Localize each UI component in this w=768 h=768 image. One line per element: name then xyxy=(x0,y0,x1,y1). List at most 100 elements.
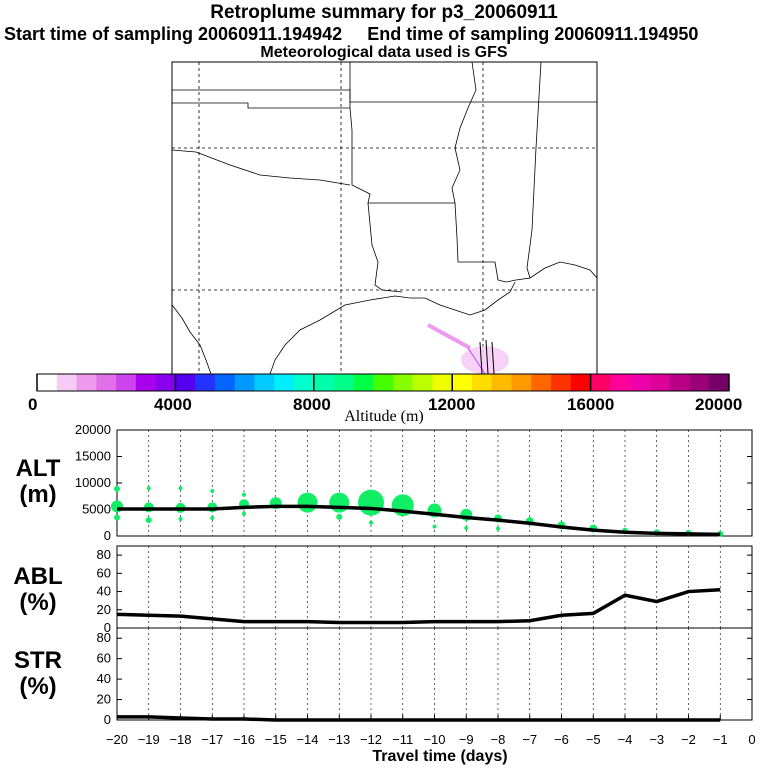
abl-line xyxy=(116,587,721,625)
altitude-bubble xyxy=(329,492,350,513)
x-tick-label: −1 xyxy=(713,732,728,747)
colorbar-swatch xyxy=(96,374,117,391)
colorbar-swatch xyxy=(175,374,196,391)
colorbar-swatch xyxy=(392,374,414,391)
altitude-bubble xyxy=(242,511,246,516)
colorbar-swatch xyxy=(511,374,532,391)
x-tick-label: −8 xyxy=(491,732,506,747)
sampling-time-line: Start time of sampling 20060911.194942 E… xyxy=(4,24,699,44)
altitude-bubble xyxy=(114,514,120,521)
timeseries-panels: 05000100001500020000020406080020406080−2… xyxy=(75,422,756,747)
altitude-bubble xyxy=(432,524,437,529)
colorbar-swatch xyxy=(531,374,552,391)
panel-label-alt-name: ALT xyxy=(15,455,61,482)
x-tick-label: −17 xyxy=(201,732,223,747)
altitude-bubble xyxy=(210,488,215,493)
x-tick-label: −3 xyxy=(649,732,664,747)
str-line xyxy=(117,715,721,722)
colorbar-swatch xyxy=(135,374,157,391)
colorbar-swatch xyxy=(630,374,651,391)
colorbar-swatch xyxy=(234,374,255,391)
colorbar-tick-16000: 16000 xyxy=(567,395,615,414)
met-data-line: Meteorological data used is GFS xyxy=(260,44,508,61)
colorbar-swatch xyxy=(491,374,513,391)
altitude-bubble xyxy=(146,486,151,491)
altitude-bubble xyxy=(496,526,500,531)
y-tick-label: 20000 xyxy=(75,422,111,437)
colorbar-tick-8000: 8000 xyxy=(293,395,331,414)
colorbar-swatch xyxy=(76,374,97,391)
median-altitude-line xyxy=(117,504,721,537)
colorbar-swatch xyxy=(412,374,433,391)
y-tick-label: 0 xyxy=(104,712,111,727)
y-tick-label: 15000 xyxy=(75,449,111,464)
altitude-bubble xyxy=(145,517,152,524)
colorbar-title: Altitude (m) xyxy=(344,408,424,425)
panel-alt: 0 5000 10000 15000 20000 xyxy=(75,422,753,543)
altitude-bubble xyxy=(358,489,384,516)
panel-label-abl-name: ABL xyxy=(13,563,63,590)
plume-trace xyxy=(427,323,509,375)
colorbar-swatch xyxy=(452,374,473,391)
x-tick-label: −15 xyxy=(265,732,287,747)
y-tick-label: 20 xyxy=(97,692,111,707)
altitude-bubble xyxy=(178,486,183,491)
panel-label-abl: ABL (%) xyxy=(13,563,63,616)
panel-label-alt: ALT (m) xyxy=(15,455,61,508)
x-axis-label: Travel time (days) xyxy=(372,748,508,765)
colorbar-tick-0: 0 xyxy=(28,395,38,414)
colorbar-swatch xyxy=(373,374,394,391)
colorbar-swatch xyxy=(669,374,690,391)
colorbar-swatch xyxy=(471,374,493,391)
x-tick-label: −11 xyxy=(392,732,413,747)
y-tick-label: 40 xyxy=(97,671,111,686)
panel-label-str: STR (%) xyxy=(14,647,62,700)
colorbar-swatch xyxy=(610,374,631,391)
panel-str: 0 20 40 60 80 xyxy=(97,627,753,727)
colorbar-swatch xyxy=(353,374,374,391)
colorbar-tick-4000: 4000 xyxy=(154,395,192,414)
x-tick-label: −14 xyxy=(296,732,318,747)
y-tick-label: 0 xyxy=(104,528,111,543)
altitude-bubble xyxy=(242,492,246,497)
x-tick-label: −20 xyxy=(106,732,128,747)
altitude-colorbar xyxy=(36,373,730,392)
x-tick-label: −7 xyxy=(522,732,537,747)
x-tick-label: −5 xyxy=(586,732,601,747)
colorbar-swatch xyxy=(709,374,730,391)
y-tick-label: 60 xyxy=(97,651,111,666)
colorbar-swatch xyxy=(689,374,710,391)
panel-label-str-name: STR xyxy=(14,647,62,674)
colorbar-swatch xyxy=(570,374,592,391)
colorbar-swatch xyxy=(649,374,671,391)
y-tick-label: 40 xyxy=(97,584,111,599)
x-tick-label: −4 xyxy=(618,732,633,747)
colorbar-tick-20000: 20000 xyxy=(695,395,743,414)
colorbar-swatch xyxy=(590,374,611,391)
colorbar-swatch xyxy=(214,374,236,391)
colorbar-swatch xyxy=(56,374,78,391)
y-tick-label: 5000 xyxy=(82,502,111,517)
altitude-bubble xyxy=(297,492,318,513)
colorbar-swatch xyxy=(333,374,354,391)
x-tick-label: −18 xyxy=(169,732,191,747)
x-tick-label: −12 xyxy=(360,732,382,747)
altitude-bubble xyxy=(114,485,120,492)
chart-title: Retroplume summary for p3_20060911 xyxy=(210,2,558,23)
y-tick-label: 10000 xyxy=(75,475,111,490)
x-tick-label: −16 xyxy=(233,732,255,747)
y-tick-label: 80 xyxy=(97,630,111,645)
colorbar-swatch xyxy=(313,374,335,391)
colorbar-swatch xyxy=(254,374,275,391)
altitude-bubble xyxy=(336,513,343,520)
panel-abl: 0 20 40 60 80 xyxy=(97,545,753,635)
x-tick-label: −13 xyxy=(328,732,350,747)
x-tick-label: 0 xyxy=(748,732,755,747)
x-tick-label: −6 xyxy=(554,732,569,747)
altitude-bubble xyxy=(210,515,215,520)
colorbar-swatch xyxy=(294,374,315,391)
colorbar-swatch xyxy=(551,374,572,391)
y-tick-label: 80 xyxy=(97,547,111,562)
x-tick-label: −2 xyxy=(681,732,696,747)
